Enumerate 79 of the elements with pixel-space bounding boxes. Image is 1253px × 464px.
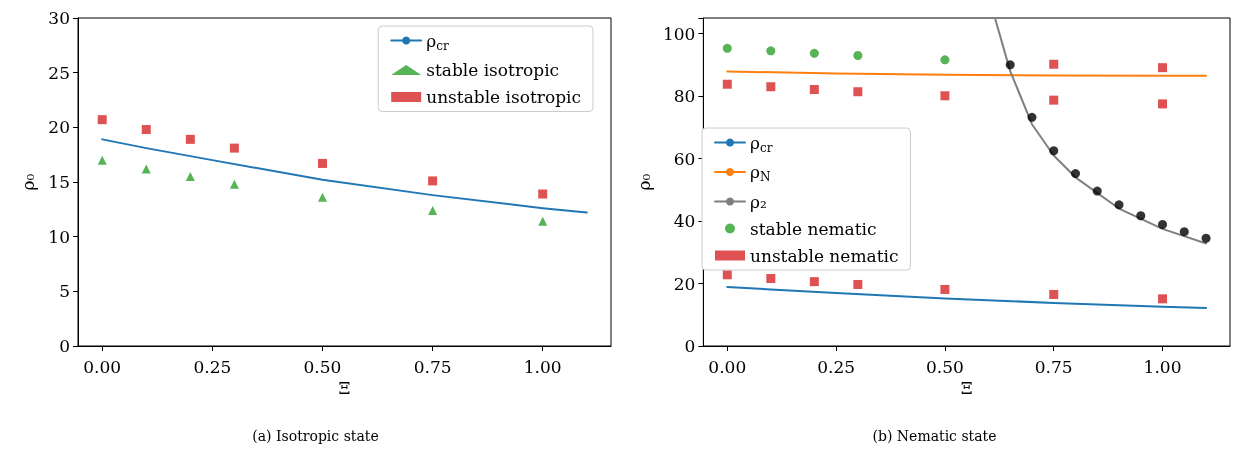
y-tick-label: 0 (684, 336, 696, 356)
point (940, 55, 950, 65)
y-tick-label: 60 (673, 148, 696, 169)
x-tick-label: 1.00 (523, 356, 562, 377)
point (1179, 227, 1189, 237)
x-axis-title: Ξ (338, 378, 351, 399)
x-tick-label: 1.00 (1143, 356, 1182, 377)
point (1005, 60, 1015, 70)
text: (a) Isotropic state (252, 428, 379, 444)
point (1158, 99, 1168, 109)
y-tick-label: 0 (59, 336, 70, 356)
line-series (726, 285, 1208, 309)
point (317, 158, 327, 168)
point (1092, 186, 1102, 196)
point (766, 46, 776, 56)
y-tick-label: 5 (59, 281, 70, 302)
point (853, 279, 863, 289)
y-tick-label: 10 (48, 226, 70, 247)
y-axis-title: ρ₀ (633, 173, 654, 191)
point (428, 205, 438, 215)
point (1158, 219, 1168, 229)
point (809, 277, 819, 287)
x-tick-label: 0.50 (303, 356, 342, 377)
x-tick-label: 0.25 (193, 356, 232, 377)
point (97, 155, 107, 165)
point (766, 82, 776, 92)
line-series (101, 138, 588, 214)
point (722, 43, 732, 53)
point (722, 79, 732, 89)
point (538, 216, 548, 226)
point (229, 143, 239, 153)
y-tick-label: 40 (673, 211, 696, 232)
point (428, 176, 438, 186)
point (1049, 59, 1059, 69)
x-tick-label: 0.75 (1034, 356, 1073, 377)
y-tick-label: 15 (48, 172, 70, 192)
point (185, 134, 195, 144)
x-tick-label: 0.50 (925, 356, 964, 377)
y-tick-label: 20 (48, 117, 70, 138)
point (317, 192, 327, 202)
point (538, 189, 548, 199)
legend-label: stable isotropic (426, 60, 560, 80)
y-tick-label: 100 (662, 23, 696, 44)
point (809, 48, 819, 58)
point (1027, 112, 1037, 122)
point (1071, 169, 1080, 179)
point (1049, 95, 1059, 105)
y-axis-title: ρ₀ (17, 173, 38, 191)
point (809, 85, 819, 95)
point (853, 50, 863, 60)
legend-label: unstable isotropic (426, 87, 582, 107)
point (1114, 200, 1124, 210)
point (1158, 294, 1168, 304)
point (229, 179, 239, 189)
y-tick-label: 80 (673, 86, 696, 107)
legend-label: unstable nematic (750, 245, 899, 266)
point (766, 274, 776, 284)
point (1201, 233, 1211, 243)
point (97, 115, 107, 125)
point (1049, 146, 1059, 156)
y-tick-label: 20 (673, 273, 696, 294)
x-tick-label: 0.25 (817, 356, 856, 377)
point (853, 87, 863, 97)
x-tick-label: 0.00 (83, 356, 122, 377)
point (940, 91, 950, 101)
legend-label: ρ₂ (750, 191, 767, 212)
x-tick-label: 0.75 (413, 356, 452, 377)
point (141, 125, 151, 135)
point (185, 172, 195, 182)
y-tick-label: 25 (48, 62, 70, 83)
x-tick-label: 0.00 (708, 356, 747, 377)
point (1049, 289, 1059, 299)
point (1158, 63, 1168, 73)
x-axis-title: Ξ (960, 378, 973, 399)
point (940, 284, 950, 294)
text: (b) Nematic state (872, 428, 997, 444)
y-tick-label: 30 (48, 8, 70, 28)
point (1136, 211, 1146, 221)
legend-label: stable nematic (750, 218, 877, 239)
